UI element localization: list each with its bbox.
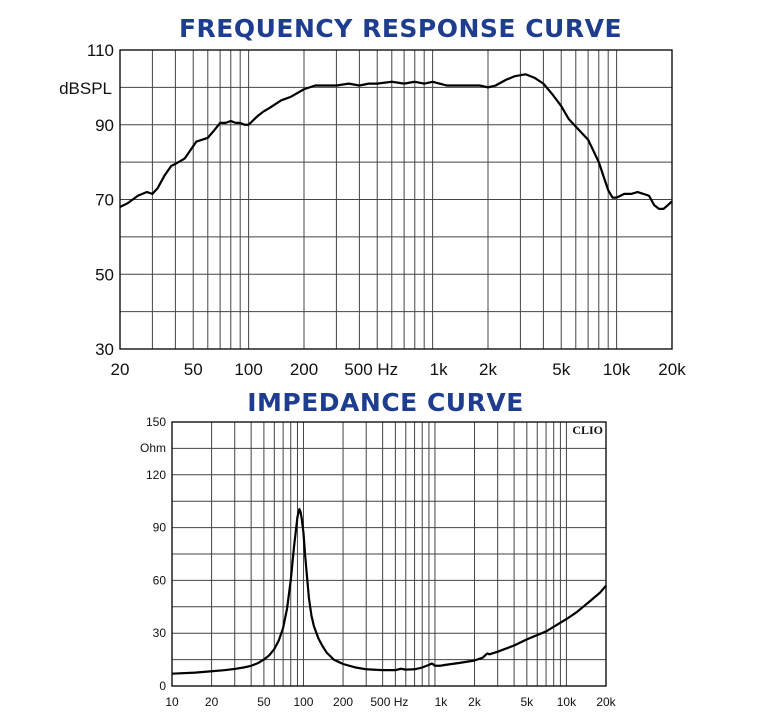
- y-tick-label: 110: [87, 41, 114, 60]
- x-tick-label: 100: [293, 695, 313, 709]
- x-tick-label: 50: [184, 360, 203, 379]
- chart-1: 10 20 50 100 200 500 Hz 1k 2k 5k 10k 20k 0 30 60 90 120…: [140, 415, 617, 709]
- clio-watermark: CLIO: [572, 423, 603, 437]
- y-tick-label: 120: [146, 468, 166, 482]
- x-tick-label: 200: [290, 360, 318, 379]
- y-axis-label: dBSPL: [59, 79, 112, 98]
- plot-frame: [119, 49, 673, 350]
- x-tick-label: 10: [165, 695, 179, 709]
- y-axis-label: Ohm: [140, 441, 166, 455]
- series-line: [119, 73, 673, 210]
- impedance-title: IMPEDANCE CURVE: [247, 388, 524, 417]
- x-tick-label: 20: [111, 360, 130, 379]
- x-tick-label: 20k: [658, 360, 686, 379]
- x-tick-label: 500 Hz: [344, 360, 398, 379]
- grid-lines: [120, 50, 672, 349]
- chart-0: 20 50 100 200 500 Hz 1k 2k 5k 10k 20k 30 50 70 90 110 d…: [59, 41, 686, 379]
- x-tick-label: 10k: [557, 695, 577, 709]
- x-tick-label: 5k: [552, 360, 570, 379]
- y-tick-label: 150: [146, 415, 166, 429]
- x-tick-label: 10k: [603, 360, 631, 379]
- y-tick-label: 30: [153, 626, 167, 640]
- x-tick-label: 2k: [468, 695, 482, 709]
- x-tick-label: 20: [205, 695, 219, 709]
- y-tick-label: 50: [95, 265, 114, 284]
- x-tick-label: 100: [234, 360, 262, 379]
- grid-lines: [172, 422, 606, 686]
- x-tick-label: 1k: [435, 695, 449, 709]
- y-tick-label: 0: [159, 679, 166, 693]
- x-tick-label: 1k: [430, 360, 448, 379]
- x-tick-label: 20k: [596, 695, 616, 709]
- x-tick-label: 200: [333, 695, 353, 709]
- y-tick-label: 30: [95, 340, 114, 359]
- x-tick-label: 500 Hz: [370, 695, 408, 709]
- x-tick-label: 50: [257, 695, 271, 709]
- plot-frame: [171, 421, 607, 687]
- x-tick-label: 2k: [479, 360, 497, 379]
- series-line: [171, 508, 607, 675]
- y-tick-label: 90: [95, 116, 114, 135]
- y-tick-label: 60: [153, 573, 167, 587]
- y-tick-label: 70: [95, 191, 114, 210]
- y-tick-label: 90: [153, 521, 167, 535]
- frequency-response-title: FREQUENCY RESPONSE CURVE: [178, 14, 623, 43]
- x-tick-label: 5k: [521, 695, 535, 709]
